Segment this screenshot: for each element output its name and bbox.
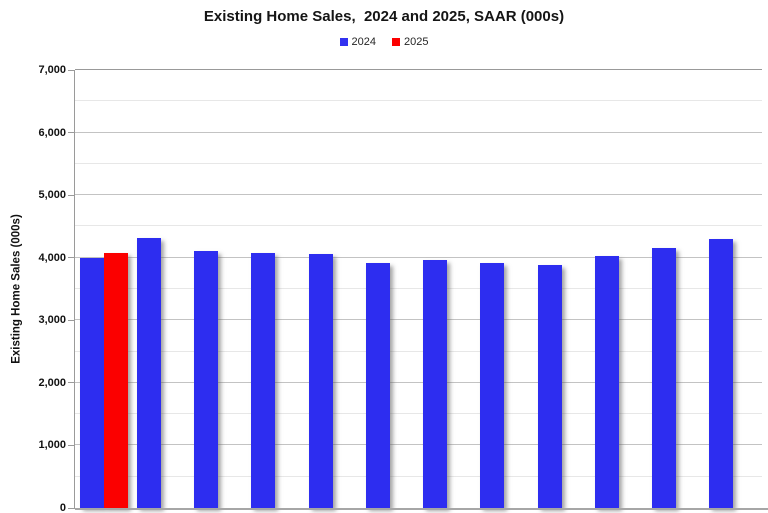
bar-2024-jun: [365, 262, 390, 508]
bar-2024-nov: [652, 247, 677, 508]
bar-2024-dec: [709, 238, 734, 508]
y-axis-tick: [68, 382, 75, 384]
minor-gridline: [75, 475, 762, 477]
legend: 2024 2025: [0, 36, 768, 48]
y-axis-tick: [68, 257, 75, 259]
y-axis-tick-label: 2,000: [38, 376, 66, 389]
y-axis-tick-label: 3,000: [38, 314, 66, 327]
bar-2024-jan: [79, 257, 104, 508]
minor-gridline: [75, 225, 762, 227]
y-axis-tick-label: 7,000: [38, 64, 66, 76]
bar-2024-mar: [194, 250, 219, 508]
legend-item-2025: 2025: [392, 36, 428, 48]
minor-gridline: [75, 100, 762, 102]
legend-swatch-2025-icon: [392, 38, 400, 46]
y-axis-tick-label: 6,000: [38, 126, 66, 139]
y-axis-tick: [68, 132, 75, 134]
major-gridline: [75, 381, 762, 383]
legend-item-2024: 2024: [339, 36, 376, 48]
major-gridline: [75, 194, 762, 196]
bar-2024-apr: [251, 252, 276, 508]
legend-swatch-2024-icon: [339, 38, 348, 46]
major-gridline: [75, 69, 762, 70]
bar-2024-aug: [480, 262, 505, 508]
bar-2024-may: [308, 253, 333, 508]
minor-gridline: [75, 288, 762, 289]
bar-2024-sep: [537, 264, 562, 508]
y-axis-tick-label: 4,000: [38, 251, 66, 264]
major-gridline: [75, 131, 762, 133]
y-axis-tick-label: 0: [59, 502, 66, 513]
y-axis-tick: [68, 69, 75, 71]
bar-2024-jul: [423, 259, 448, 508]
y-axis-tick: [68, 319, 75, 321]
minor-gridline: [75, 350, 762, 352]
minor-gridline: [75, 162, 762, 164]
x-axis-baseline: [75, 508, 768, 510]
major-gridline: [75, 444, 762, 446]
bar-2024-feb: [136, 238, 161, 508]
bar-2024-oct: [594, 255, 619, 508]
y-axis-tick: [68, 194, 75, 196]
minor-gridline: [75, 413, 762, 415]
y-axis-tick-label: 5,000: [38, 189, 66, 202]
legend-label-2024: 2024: [351, 36, 376, 48]
y-axis-tick: [68, 507, 75, 509]
y-axis-title: Existing Home Sales (000s): [10, 214, 23, 364]
y-axis-tick-label: 1,000: [38, 439, 66, 452]
legend-label-2025: 2025: [404, 36, 429, 48]
plot-area: [75, 69, 762, 508]
chart-title: Existing Home Sales, 2024 and 2025, SAAR…: [203, 8, 565, 25]
major-gridline: [75, 319, 762, 321]
major-gridline: [75, 256, 762, 258]
y-axis-line: [74, 70, 75, 508]
bar-2025-jan: [103, 252, 128, 508]
y-axis-tick: [68, 444, 75, 446]
